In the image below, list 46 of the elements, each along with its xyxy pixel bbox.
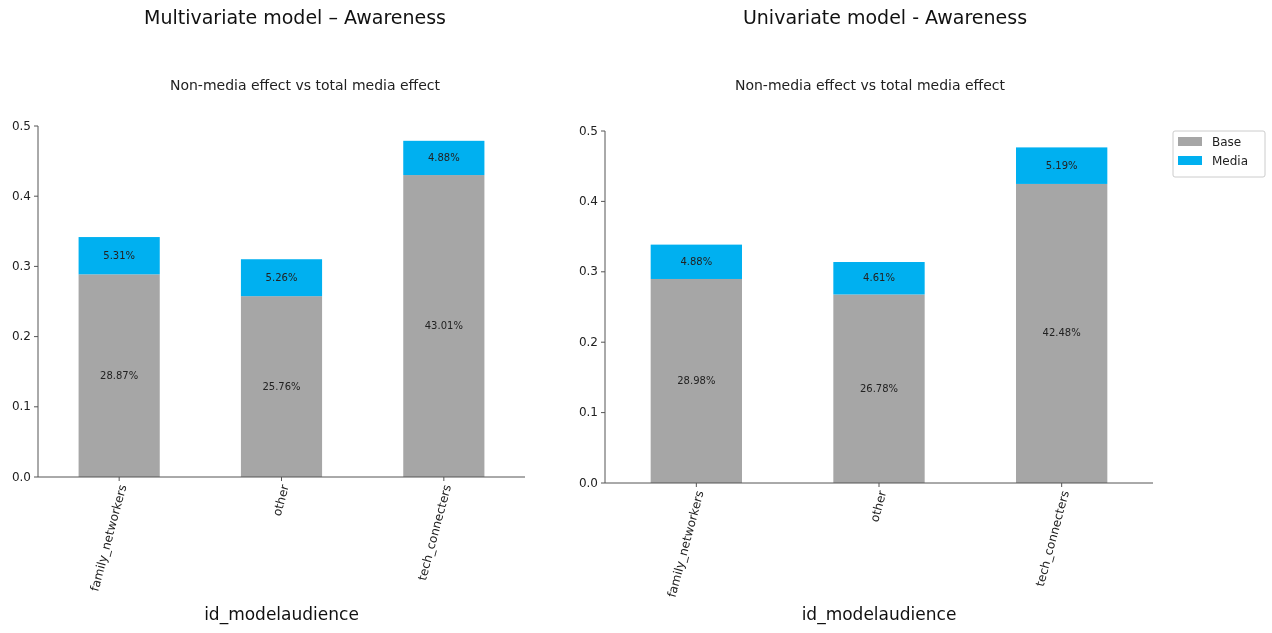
x-tick-label: other [867,488,890,524]
bar [1016,147,1108,184]
data-label: 42.48% [1042,327,1081,339]
y-tick-label: 0.4 [11,188,31,203]
chart-subtitle: Non-media effect vs total media effect [734,77,1006,93]
y-tick-label: 0.0 [11,469,31,484]
bar [240,296,323,477]
y-tick-label: 0.2 [578,334,598,349]
y-tick-label: 0.4 [578,193,598,208]
bar [1016,183,1108,483]
bar [240,259,323,297]
legend-label: Base [1212,134,1242,149]
chart-title: Univariate model - Awareness [742,6,1028,28]
data-label: 4.61% [863,272,895,284]
data-label: 25.76% [262,380,301,392]
data-label: 4.88% [427,151,460,163]
x-tick-label: other [269,482,292,518]
bar [650,244,742,279]
bar [78,237,160,275]
bar [833,262,925,295]
data-label: 5.19% [1045,159,1078,171]
chart-subtitle: Non-media effect vs total media effect [169,77,441,93]
data-label: 26.78% [859,382,899,394]
y-tick-label: 0.5 [578,123,598,138]
legend-label: Media [1212,153,1249,168]
y-tick-label: 0.1 [578,405,598,420]
bar [833,294,925,483]
y-tick-label: 0.3 [578,264,598,279]
y-tick-label: 0.3 [11,258,31,273]
data-label: 4.88% [680,255,713,267]
data-label: 5.26% [265,271,298,283]
bar [403,175,485,477]
data-label: 5.31% [103,249,136,261]
bar [650,278,742,483]
y-tick-label: 0.0 [578,475,598,490]
y-tick-label: 0.2 [11,329,31,344]
x-axis-title: id_modelaudience [801,604,957,625]
data-label: 28.87% [100,369,139,381]
y-tick-label: 0.1 [11,399,31,414]
x-axis-title: id_modelaudience [204,604,359,625]
data-label: 43.01% [424,320,463,332]
bar [78,274,160,477]
bar [403,140,485,176]
chart-title: Multivariate model – Awareness [143,6,447,28]
data-label: 28.98% [677,374,716,386]
y-tick-label: 0.5 [11,118,31,133]
